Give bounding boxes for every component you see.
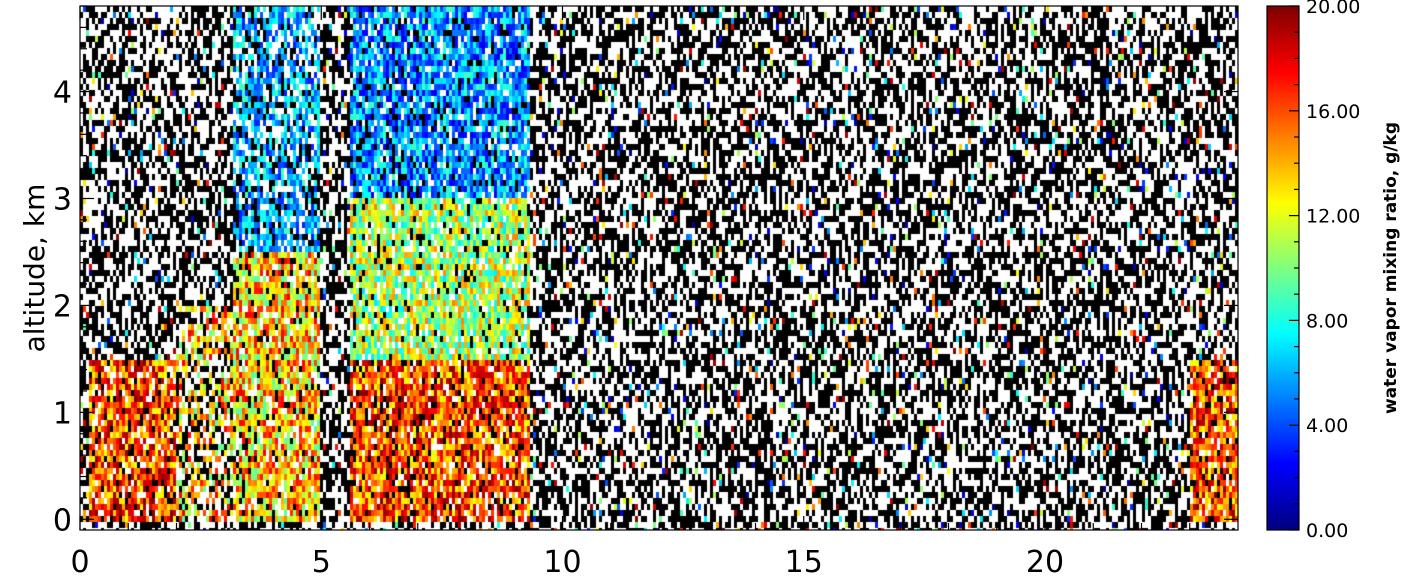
x-tick-label: 20 [1026, 545, 1064, 580]
colorbar-title: water vapor mixing ratio, g/kg [1381, 122, 1401, 414]
y-axis-title: altitude, km [18, 184, 51, 353]
x-tick-label: 15 [785, 545, 823, 580]
y-axis-ticks: 0 1 2 3 4 [53, 5, 1238, 538]
colorbar-ticks: 0.00 4.00 8.00 12.00 16.00 20.00 [1289, 0, 1360, 542]
y-tick-label: 3 [53, 182, 72, 217]
x-tick-label: 10 [543, 545, 581, 580]
x-axis-ticks: 0 5 10 15 20 [70, 6, 1191, 580]
colorbar-tick-label: 0.00 [1306, 520, 1348, 542]
colorbar-tick-label: 12.00 [1306, 206, 1360, 228]
colorbar-tick-label: 16.00 [1306, 101, 1360, 123]
colorbar-tick-label: 4.00 [1306, 415, 1348, 437]
plot-frame [79, 5, 1239, 531]
x-tick-label: 0 [70, 545, 89, 580]
colorbar-tick-label: 8.00 [1306, 310, 1348, 332]
y-tick-label: 0 [53, 503, 72, 538]
x-tick-label: 5 [312, 545, 331, 580]
y-tick-label: 2 [53, 289, 72, 324]
colorbar-tick-label: 20.00 [1306, 0, 1360, 18]
heatmap-plot-area [80, 6, 1238, 530]
y-tick-label: 1 [53, 396, 72, 431]
colorbar-gradient [1267, 6, 1299, 530]
y-tick-label: 4 [53, 76, 72, 111]
